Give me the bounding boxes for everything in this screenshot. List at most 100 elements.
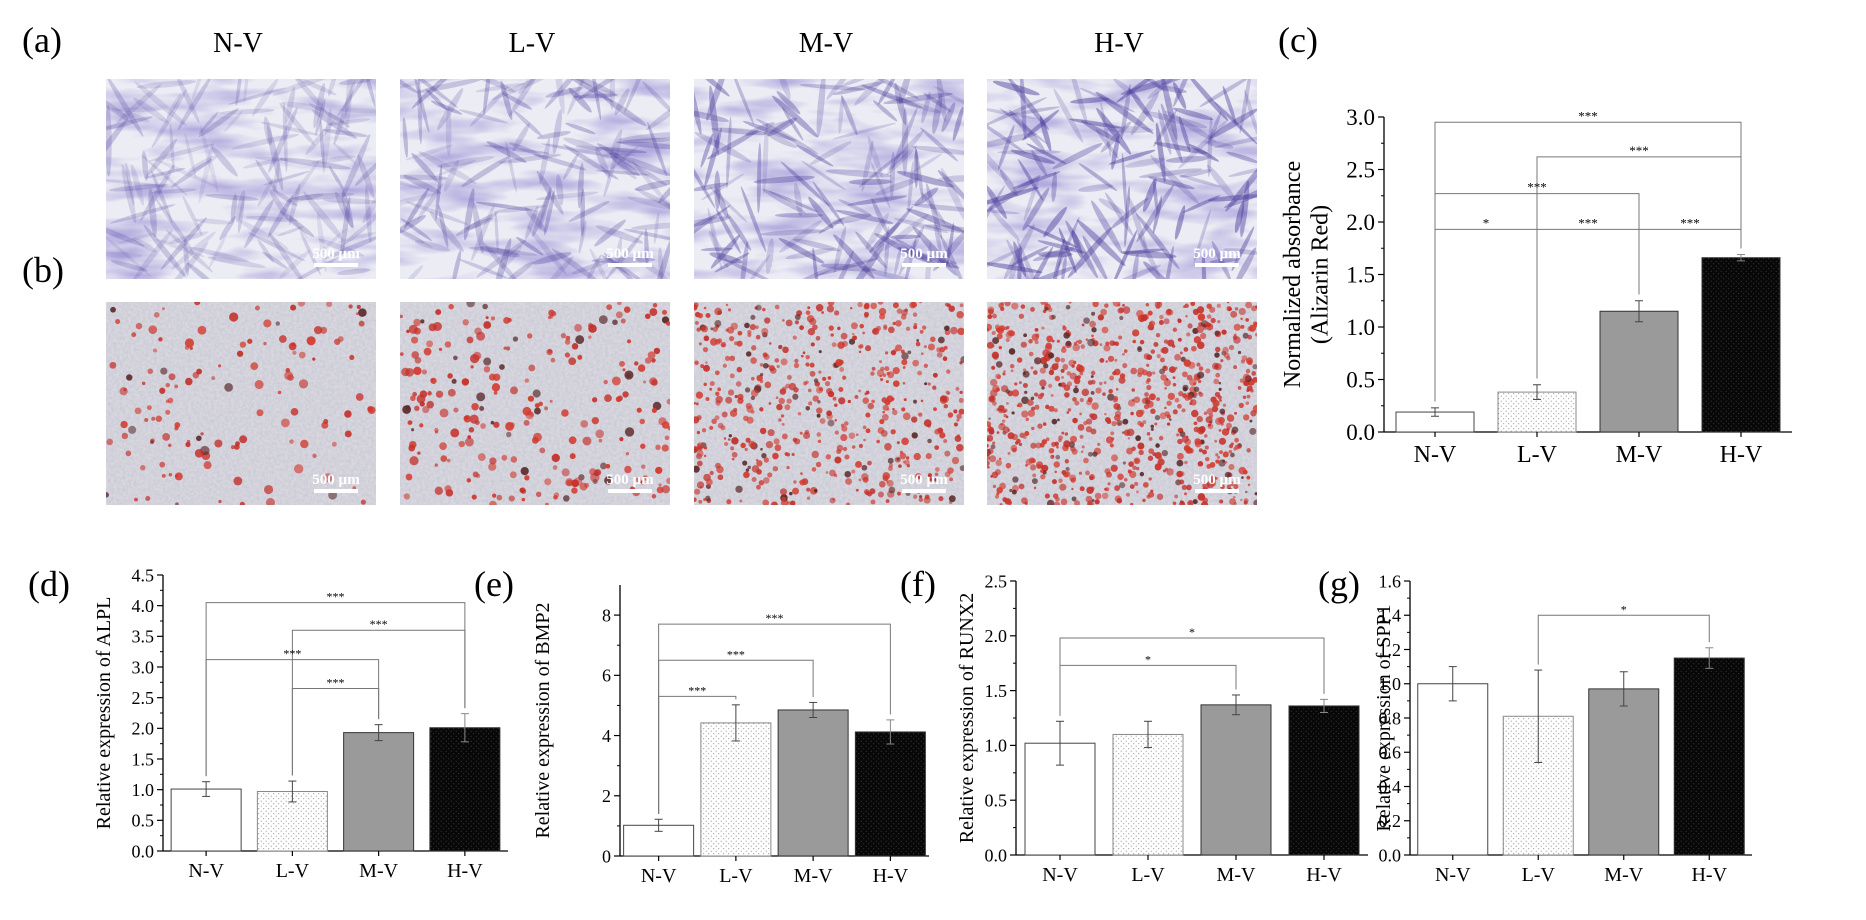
error-bar-n-v [1431,407,1439,417]
significance-label: *** [370,617,388,631]
micrograph-b-1: 500 µm [106,302,376,505]
significance-label: *** [1680,215,1700,230]
error-bar-m-v [1635,300,1643,323]
error-bar-h-v [1737,254,1745,262]
error-bar-n-v [1448,666,1457,702]
y-tick-label: 1.6 [1379,571,1402,591]
significance-label: *** [1629,143,1649,158]
significance-label: *** [766,611,784,625]
chart-g: 0.0 0.2 0.4 0.6 0.8 1.0 1.2 1.4 1.6 N-V L-V M-V H-V *… [1373,571,1752,886]
panel-label-a: (a) [22,20,62,60]
panel-label-b: (b) [22,250,64,290]
micrograph-grid: 500 µm 500 µm 500 µm 500 µm 500 µm 500 µm 500 … [106,79,1257,505]
scale-bar [608,489,652,493]
x-tick-label: N-V [1414,442,1457,468]
y-tick-label: 0.6 [1379,743,1402,763]
x-tick-label: M-V [1604,864,1643,886]
y-tick-label: 0.5 [985,791,1008,811]
error-bar-h-v [1705,647,1714,669]
error-bar-m-v [1619,671,1628,707]
y-tick-label: 1.5 [1346,263,1375,288]
micrograph-a-1: 500 µm [106,79,376,279]
panel-label-f: (f) [900,564,936,604]
x-tick-label: H-V [1691,864,1727,886]
y-tick-label: 0.5 [1346,368,1375,393]
x-tick-label: N-V [641,865,677,887]
chart-c: 0.00.51.01.52.02.53.0N-V L-V M-V H-V*******… [1280,105,1792,468]
significance-bracket: * [1537,602,1710,665]
chart-group: 0.00.51.01.52.02.53.0N-V L-V M-V H-V*******… [93,105,1792,887]
micrograph-a-4: 500 µm [987,79,1257,279]
bar-h-v [854,731,926,857]
error-bar-m-v [1232,694,1240,716]
scale-bar-label: 500 µm [1193,472,1241,488]
significance-bracket: *** [291,675,380,776]
error-bar-m-v [374,724,383,742]
x-tick-label: N-V [188,860,224,882]
significance-bracket: *** [1638,215,1742,295]
y-tick-label: 0.0 [1379,845,1402,865]
x-tick-label: N-V [1435,864,1471,886]
x-tick-label: H-V [1306,864,1342,886]
column-header-nv: N-V [213,28,263,59]
x-tick-label: M-V [794,865,833,887]
y-tick-label: 0.4 [1379,777,1402,797]
significance-label: *** [327,590,345,604]
micrograph-a-2: 500 µm [400,79,670,279]
scale-bar-label: 500 µm [606,246,654,262]
column-header-mv: M-V [799,28,853,59]
bar-h-v [1673,657,1745,856]
scale-bar-label: 500 µm [1193,246,1241,262]
significance-bracket: * [1434,215,1538,402]
y-tick-label: 1.0 [1346,315,1375,340]
significance-label: *** [1527,180,1547,195]
chart-e: 0 2 4 6 8 N-V L-V M-V H-V *** *** *** Relative expre… [532,585,929,887]
micrograph-a-3: 500 µm [694,79,964,279]
significance-label: *** [1578,215,1598,230]
error-bar-l-v [288,780,297,803]
y-tick-label: 4 [602,726,611,746]
chart-d: 0.0 0.5 1.0 1.5 2.0 2.5 3.0 3.5 4.0 4.5 N-V L-V M-V H… [93,565,508,882]
y-tick-label: 1.0 [985,736,1008,756]
y-tick-label: 2.0 [985,626,1008,646]
significance-label: *** [1578,108,1598,123]
x-tick-label: L-V [719,865,753,887]
x-tick-label: N-V [1042,864,1078,886]
y-tick-label: 0.0 [1346,420,1375,445]
significance-label: *** [688,683,706,697]
x-tick-label: L-V [1522,864,1556,886]
panel-label-c: (c) [1278,20,1318,60]
error-bar-l-v [731,704,740,742]
error-bar-l-v [1533,384,1541,400]
y-axis-label: Relative expression of ALPL [93,597,115,830]
error-bar-n-v [654,818,663,832]
x-tick-label: L-V [276,860,310,882]
scale-bar [1195,489,1239,493]
y-axis-label: Relative expression of SPP1 [1373,604,1395,831]
y-tick-label: 3.5 [132,627,155,647]
x-tick-label: H-V [447,860,483,882]
error-bar-h-v [1320,698,1328,714]
y-tick-label: 2.5 [132,688,155,708]
significance-label: * [1189,625,1195,639]
error-bar-n-v [1056,720,1064,766]
scale-bar [314,489,358,493]
y-tick-label: 8 [602,605,611,625]
panel-label-d: (d) [28,564,70,604]
y-axis-label: Relative expression of RUNX2 [956,593,978,844]
y-tick-label: 1.4 [1379,606,1402,626]
scale-bar-label: 500 µm [900,472,948,488]
chart-f: 0.0 0.5 1.0 1.5 2.0 2.5 N-V L-V M-V H-V * * Relative… [956,571,1368,886]
y-tick-label: 0.0 [132,841,155,861]
bar-n-v [170,788,242,852]
x-tick-label: H-V [1720,442,1763,468]
bar-n-v [1417,683,1489,856]
scale-bar-label: 500 µm [312,246,360,262]
y-tick-label: 6 [602,666,611,686]
y-tick-label: 1.0 [1379,674,1402,694]
significance-label: * [1621,602,1627,616]
scale-bar [902,263,946,267]
x-tick-label: L-V [1131,864,1165,886]
bar-m-v [1588,688,1660,856]
y-tick-label: 0.0 [985,845,1008,865]
